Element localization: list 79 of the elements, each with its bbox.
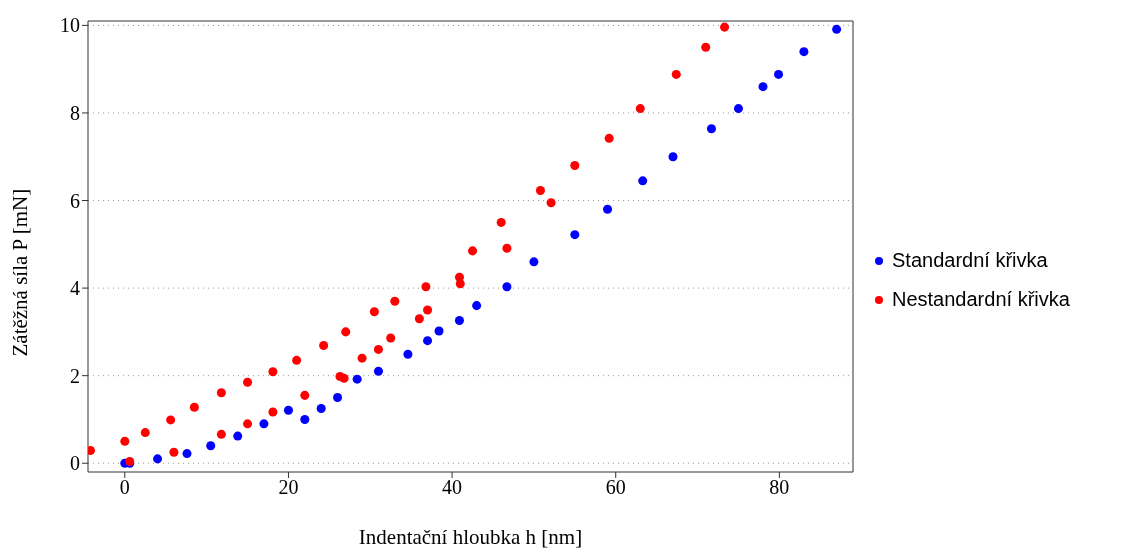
x-tick-label: 0 bbox=[119, 476, 130, 499]
point bbox=[216, 388, 226, 398]
point bbox=[268, 367, 278, 377]
point bbox=[140, 428, 150, 438]
point bbox=[169, 447, 179, 457]
legend-label: Standardní křivka bbox=[892, 249, 1048, 272]
point bbox=[243, 377, 253, 387]
point bbox=[423, 336, 433, 346]
point bbox=[120, 436, 130, 446]
point bbox=[283, 405, 293, 415]
point bbox=[352, 374, 362, 384]
point bbox=[468, 246, 478, 256]
y-tick-label: 2 bbox=[70, 364, 80, 387]
point bbox=[292, 355, 302, 365]
point bbox=[701, 42, 711, 52]
point bbox=[339, 373, 349, 383]
point bbox=[319, 340, 329, 350]
x-tick-label: 20 bbox=[278, 476, 299, 499]
x-tick-label: 80 bbox=[769, 476, 790, 499]
point bbox=[386, 333, 396, 343]
point bbox=[502, 243, 512, 253]
point bbox=[300, 390, 310, 400]
point bbox=[454, 315, 464, 325]
point bbox=[733, 104, 743, 114]
point bbox=[570, 160, 580, 170]
point bbox=[300, 414, 310, 424]
point bbox=[832, 24, 842, 34]
point bbox=[635, 104, 645, 114]
point bbox=[603, 204, 613, 214]
point bbox=[206, 441, 216, 451]
point bbox=[496, 217, 506, 227]
x-axis-title: Indentační hloubka h [nm] bbox=[358, 525, 583, 549]
point bbox=[189, 402, 199, 412]
point bbox=[472, 301, 482, 311]
y-tick-label: 4 bbox=[70, 277, 80, 300]
point bbox=[758, 82, 768, 92]
point bbox=[268, 407, 278, 417]
point bbox=[434, 326, 444, 336]
point bbox=[259, 419, 269, 429]
point bbox=[357, 353, 367, 363]
y-axis-title: Zátěžná síla P [mN] bbox=[8, 188, 33, 357]
point bbox=[535, 185, 545, 195]
point bbox=[233, 431, 243, 441]
y-tick-label: 6 bbox=[70, 189, 80, 212]
point bbox=[706, 124, 716, 134]
x-tick-label: 60 bbox=[605, 476, 626, 499]
point bbox=[668, 152, 678, 162]
point bbox=[341, 327, 351, 337]
point bbox=[243, 419, 253, 429]
point bbox=[216, 429, 226, 439]
point bbox=[570, 230, 580, 240]
y-tick-label: 0 bbox=[70, 452, 80, 475]
point bbox=[423, 305, 433, 315]
point bbox=[182, 449, 192, 459]
point bbox=[502, 282, 512, 292]
point bbox=[333, 393, 343, 403]
point bbox=[638, 176, 648, 186]
point bbox=[455, 279, 465, 289]
point bbox=[316, 404, 326, 414]
point bbox=[421, 282, 431, 292]
point bbox=[774, 69, 784, 79]
legend-label: Nestandardní křivka bbox=[892, 288, 1070, 311]
point bbox=[546, 198, 556, 208]
x-tick-label: 40 bbox=[442, 476, 463, 499]
point bbox=[373, 344, 383, 354]
point bbox=[529, 257, 539, 267]
point bbox=[720, 22, 730, 32]
point bbox=[414, 314, 424, 324]
point bbox=[799, 47, 809, 57]
y-tick-label: 10 bbox=[60, 14, 80, 37]
point bbox=[390, 296, 400, 306]
point bbox=[153, 454, 163, 464]
point bbox=[373, 366, 383, 376]
point bbox=[369, 307, 379, 317]
point bbox=[671, 69, 681, 79]
point bbox=[403, 349, 413, 359]
y-tick-label: 8 bbox=[70, 102, 80, 125]
point bbox=[166, 415, 176, 425]
point bbox=[604, 133, 614, 143]
